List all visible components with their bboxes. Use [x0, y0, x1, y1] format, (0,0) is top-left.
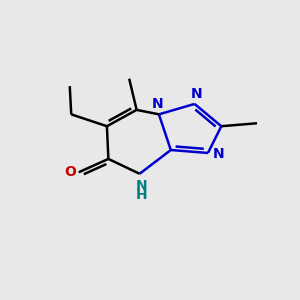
Text: N: N: [190, 86, 202, 100]
Text: H: H: [135, 188, 147, 202]
Text: N: N: [135, 179, 147, 193]
Text: N: N: [152, 97, 163, 111]
Text: N: N: [212, 148, 224, 161]
Text: O: O: [64, 165, 76, 179]
